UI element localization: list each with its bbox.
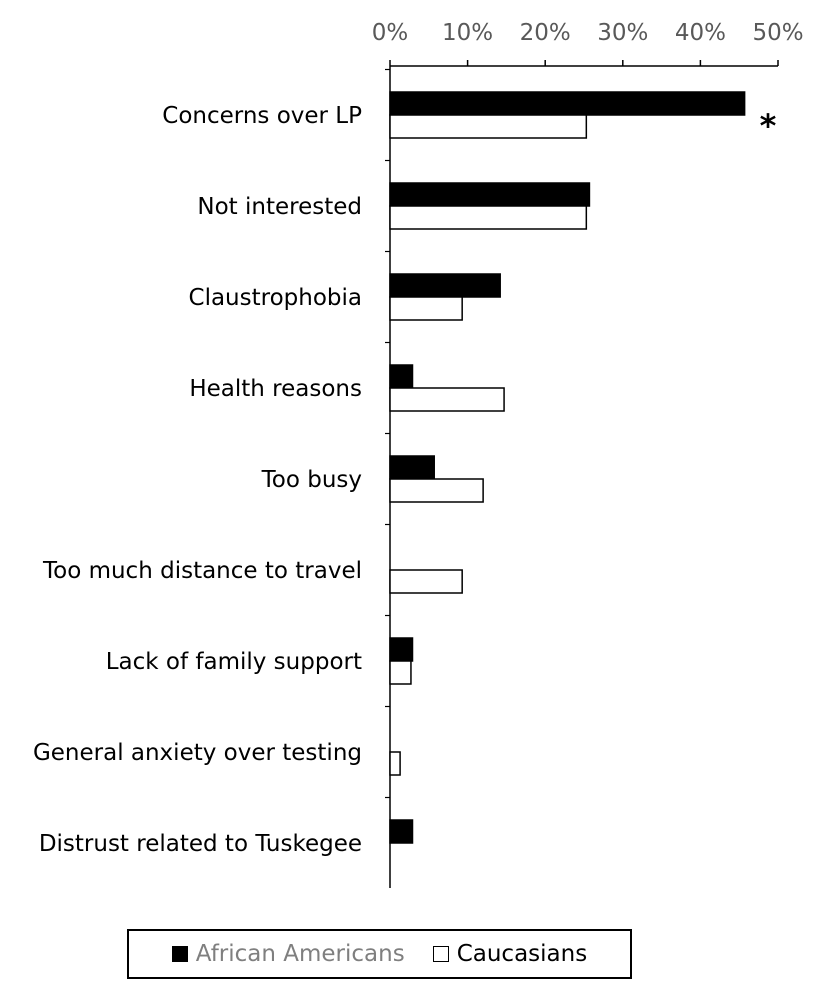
x-tick-label: 20%: [520, 20, 571, 46]
category-label: Health reasons: [189, 376, 362, 402]
category-label: Distrust related to Tuskegee: [39, 831, 362, 857]
x-tick-label: 50%: [752, 20, 803, 46]
category-label: Lack of family support: [106, 649, 362, 675]
x-tick-label: 0%: [372, 20, 409, 46]
bar-caucasians: [389, 660, 412, 685]
bar-chart: 0% 10% 20% 30% 40% 50% Concerns over LP Not int…: [33, 20, 804, 888]
category-label: Claustrophobia: [189, 285, 362, 311]
legend-item-african-americans: African Americans: [171, 941, 405, 967]
category-label: General anxiety over testing: [33, 740, 362, 766]
legend-item-caucasians: Caucasians: [432, 941, 588, 967]
legend-label-caucasians: Caucasians: [456, 941, 588, 967]
bar-african-americans: [389, 819, 414, 844]
bar-caucasians: [389, 296, 463, 321]
bar-caucasians: [389, 114, 588, 139]
bar-african-americans: [389, 364, 414, 389]
legend-swatch-african-americans: [171, 946, 188, 962]
bar-caucasians: [389, 387, 505, 412]
bar-african-americans: [389, 91, 746, 116]
bar-caucasians: [389, 569, 463, 594]
legend-label-african-americans: African Americans: [195, 941, 405, 967]
legend-swatch-caucasians: [432, 946, 449, 962]
x-tick-label: 30%: [597, 20, 648, 46]
legend: African Americans Caucasians: [127, 929, 632, 979]
bar-caucasians: [389, 205, 588, 230]
bar-caucasians: [389, 478, 484, 503]
bar-african-americans: [389, 273, 501, 298]
category-label: Concerns over LP: [162, 103, 362, 129]
x-tick-label: 40%: [675, 20, 726, 46]
category-label: Too busy: [261, 467, 362, 493]
bar-african-americans: [389, 637, 414, 662]
significance-asterisk: *: [760, 107, 777, 145]
category-label: Too much distance to travel: [42, 558, 362, 584]
bar-african-americans: [389, 182, 591, 207]
x-tick-label: 10%: [442, 20, 493, 46]
bar-caucasians: [389, 751, 401, 776]
bar-african-americans: [389, 455, 435, 480]
category-label: Not interested: [197, 194, 362, 220]
